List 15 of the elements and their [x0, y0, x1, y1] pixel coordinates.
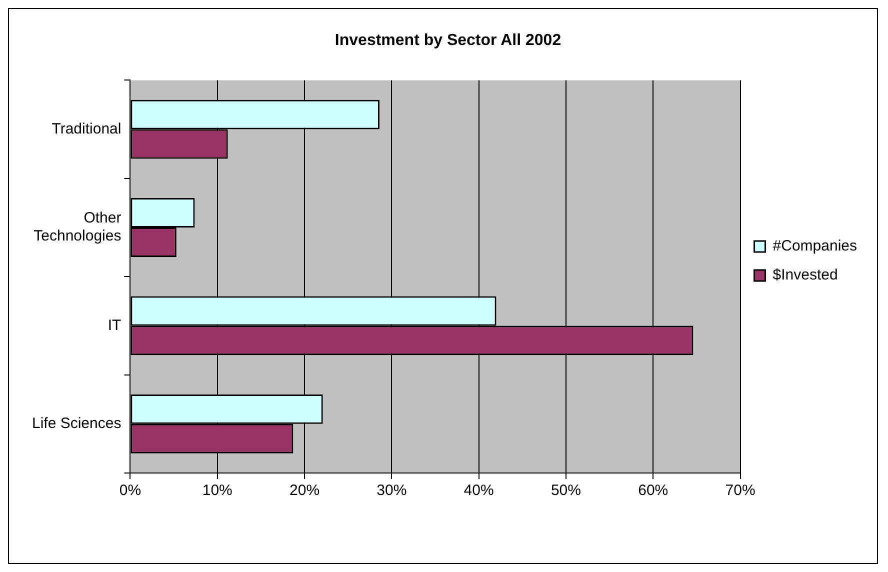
x-tick-label: 30% — [376, 482, 407, 500]
legend-label: #Companies — [772, 238, 858, 255]
y-tick-label: Other Technologies — [34, 210, 122, 245]
x-tick-label: 0% — [119, 482, 142, 500]
x-tick-label: 60% — [638, 482, 668, 500]
x-tick-label: 50% — [550, 482, 581, 500]
x-tick-label: 20% — [290, 482, 320, 500]
y-tick-label: Traditional — [52, 120, 122, 138]
y-tick-label: Life Sciences — [32, 415, 122, 432]
x-tick-label: 70% — [725, 482, 756, 500]
x-tick-label: 10% — [202, 482, 232, 500]
legend-label: $Invested — [772, 266, 838, 284]
chart-title: Investment by Sector All 2002 — [334, 32, 562, 50]
y-tick-label: IT — [108, 316, 122, 334]
x-tick-label: 40% — [464, 482, 494, 500]
